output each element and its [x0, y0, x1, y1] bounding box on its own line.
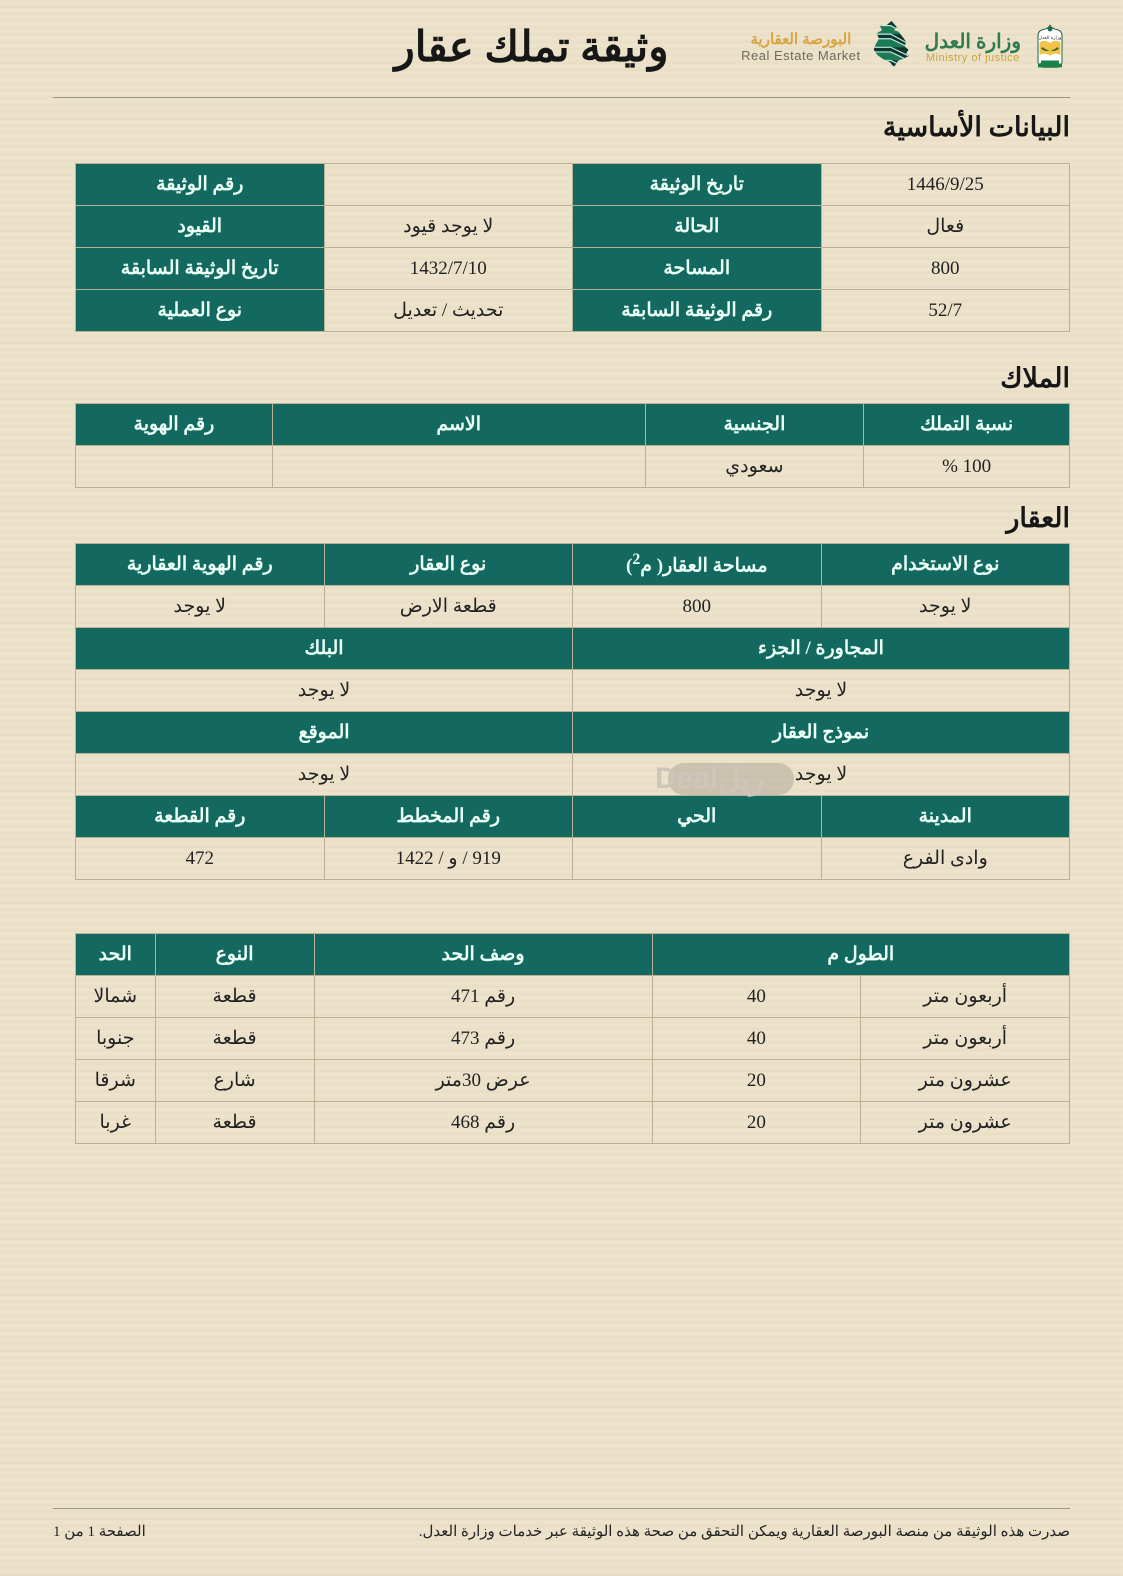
svg-text:وزارة العدل: وزارة العدل [1039, 34, 1062, 40]
